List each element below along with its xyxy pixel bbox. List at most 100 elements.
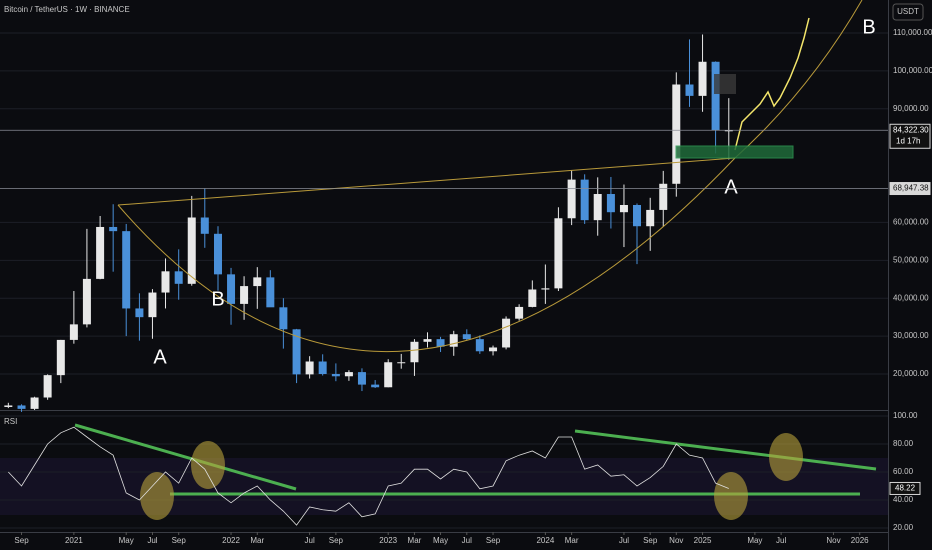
x-tick-label: Nov <box>826 536 840 545</box>
wave-label: A <box>724 176 738 198</box>
candle-body <box>331 374 340 377</box>
candle-body <box>174 271 183 284</box>
y-tick-label: 90,000.00 <box>893 104 929 113</box>
candle-body <box>4 405 13 407</box>
candle-body <box>489 347 498 352</box>
price-tag-label: 68,947.38 <box>893 184 929 193</box>
candle-body <box>161 271 170 293</box>
candle <box>541 264 550 304</box>
support-zone <box>675 145 794 159</box>
candle <box>331 363 340 382</box>
candle <box>397 353 406 369</box>
candle-body <box>698 61 707 96</box>
candle-body <box>266 277 275 308</box>
candle <box>82 228 91 328</box>
candle <box>122 223 131 337</box>
x-tick-label: Mar <box>250 536 264 545</box>
highlight-circle <box>714 472 748 520</box>
candle <box>43 374 52 400</box>
price-tag <box>889 182 931 196</box>
candle <box>227 267 236 325</box>
candle <box>279 298 288 349</box>
candle <box>109 204 118 272</box>
rsi-tag <box>889 481 921 495</box>
candle-body <box>227 274 236 304</box>
x-tick-label: Mar <box>408 536 422 545</box>
candle <box>528 280 537 308</box>
x-tick-label: Mar <box>565 536 579 545</box>
x-tick-label: 2026 <box>851 536 869 545</box>
parabolic-curve <box>734 0 863 159</box>
x-tick-label: Jul <box>305 536 315 545</box>
candle-body <box>711 61 720 131</box>
candle-body <box>371 384 380 388</box>
x-tick-label: Jul <box>619 536 629 545</box>
candle-body <box>462 334 471 340</box>
rsi-last-label: 48.22 <box>895 484 916 493</box>
candle-body <box>135 308 144 318</box>
candle-body <box>109 226 118 232</box>
candle-body <box>240 286 249 304</box>
candle-body <box>253 277 262 287</box>
price-tag <box>889 123 931 149</box>
x-tick-label: 2025 <box>694 536 712 545</box>
candle <box>17 404 26 412</box>
candle <box>56 339 65 384</box>
candle <box>318 354 327 376</box>
candle-body <box>515 306 524 319</box>
candle-body <box>606 194 615 213</box>
candle <box>4 402 13 409</box>
resistance-box <box>714 74 736 94</box>
y-tick-label: 60.00 <box>893 467 914 476</box>
candle-body <box>633 205 642 227</box>
candle-body <box>82 278 91 325</box>
candle-body <box>685 84 694 96</box>
candle-body <box>122 231 131 309</box>
candle <box>135 293 144 341</box>
candle-body <box>580 179 589 221</box>
candle <box>646 197 655 251</box>
candle-body <box>30 397 39 409</box>
y-tick-label: 100,000.00 <box>893 66 932 75</box>
candle-body <box>279 307 288 330</box>
candle <box>69 291 78 344</box>
y-tick-label: 80.00 <box>893 439 914 448</box>
x-tick-label: May <box>433 536 448 545</box>
candle <box>371 380 380 389</box>
candle-body <box>659 183 668 210</box>
candle <box>659 170 668 227</box>
candle-body <box>56 339 65 376</box>
x-tick-label: Nov <box>669 536 683 545</box>
candle-body <box>318 361 327 375</box>
candle <box>213 226 222 291</box>
trend-line <box>117 157 736 206</box>
candle-body <box>593 194 602 221</box>
y-tick-label: 40.00 <box>893 495 914 504</box>
candle-body <box>449 334 458 347</box>
x-tick-label: May <box>747 536 762 545</box>
currency-label[interactable]: USDT <box>897 7 919 16</box>
x-tick-label: 2021 <box>65 536 83 545</box>
x-tick-label: Sep <box>14 536 29 545</box>
candle <box>174 249 183 300</box>
x-tick-label: Sep <box>486 536 501 545</box>
candle-body <box>357 372 366 385</box>
candle <box>685 39 694 107</box>
candle-body <box>69 324 78 340</box>
candle-body <box>672 84 681 184</box>
candle <box>462 329 471 341</box>
candle <box>567 170 576 226</box>
wave-label: B <box>211 288 224 310</box>
y-tick-label: 20.00 <box>893 523 914 532</box>
candle-body <box>554 218 563 289</box>
currency-button[interactable] <box>892 3 924 21</box>
rsi-title: RSI <box>4 417 17 426</box>
candle <box>606 176 615 229</box>
y-tick-label: 50,000.00 <box>893 255 929 264</box>
candle-body <box>213 233 222 275</box>
candle <box>619 184 628 248</box>
candle <box>502 316 511 350</box>
candle-body <box>436 339 445 347</box>
candle <box>253 267 262 309</box>
candle-body <box>344 372 353 377</box>
